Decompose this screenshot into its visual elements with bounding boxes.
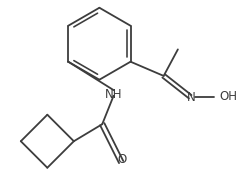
Text: NH: NH: [105, 88, 122, 101]
Text: O: O: [118, 153, 127, 166]
Text: OH: OH: [219, 90, 238, 103]
Text: N: N: [187, 91, 195, 104]
